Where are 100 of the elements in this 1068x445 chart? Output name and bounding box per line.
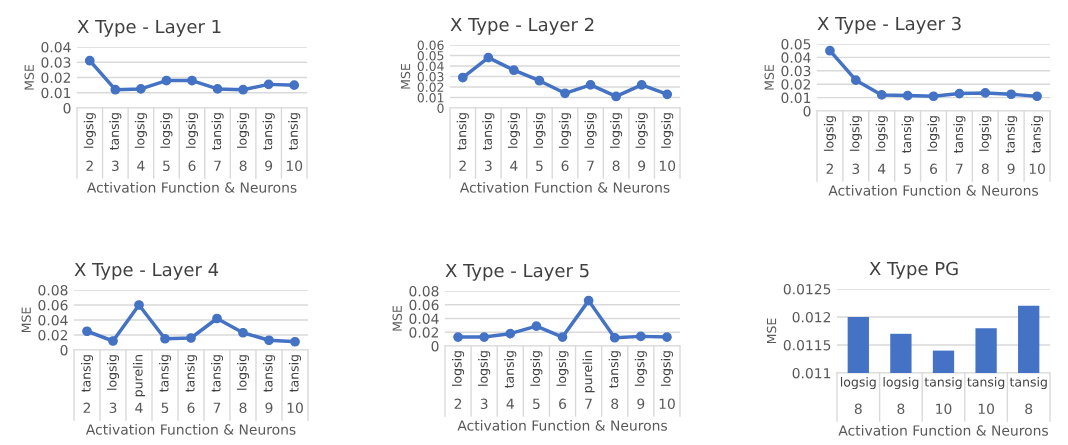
point bbox=[531, 321, 542, 331]
x-tick-label: logsig 6 bbox=[556, 351, 569, 410]
x-tick-label: tansig 3 bbox=[109, 113, 122, 172]
x-axis-title: Activation Function & Neurons bbox=[838, 425, 1048, 436]
y-tick-label: 0.05 bbox=[417, 51, 444, 61]
x-tick-label: logsig 8 bbox=[236, 355, 250, 414]
x-tick-label: logsig 6 bbox=[558, 113, 572, 172]
x-tick-label: logsig 7 bbox=[584, 113, 597, 171]
x-tick-label: logsig 4 bbox=[875, 116, 888, 174]
x-tick-label: logsig 4 bbox=[134, 113, 147, 171]
y-tick-label: 0.02 bbox=[781, 79, 811, 90]
x-tick-label: logsig 6 bbox=[927, 116, 940, 175]
point bbox=[635, 331, 646, 342]
x-tick-label: purelin 7 bbox=[582, 351, 595, 409]
point bbox=[263, 79, 274, 90]
y-tick-label: 0.06 bbox=[409, 299, 439, 311]
x-axis-title: Activation Function & Neurons bbox=[86, 182, 297, 193]
x-tick-label: logsig 4 bbox=[507, 113, 520, 171]
x-tick-label: tansig 7 bbox=[210, 355, 224, 413]
x-tick-label: tansig 2 bbox=[80, 355, 94, 413]
point bbox=[289, 80, 300, 90]
y-tick-label: 0.03 bbox=[41, 57, 71, 68]
x-tick-label: purelin 4 bbox=[132, 355, 146, 413]
y-tick-label: 0.04 bbox=[41, 41, 71, 53]
x-tick-label: logsig 2 bbox=[83, 113, 96, 171]
y-tick-label: 0.06 bbox=[417, 40, 444, 50]
x-tick-label: tansig 10 bbox=[924, 377, 962, 415]
point bbox=[136, 84, 146, 94]
point bbox=[110, 84, 121, 95]
y-tick-label: 0 bbox=[63, 102, 71, 114]
x-tick-label: logsig 5 bbox=[160, 113, 173, 172]
x-tick-label: tansig 5 bbox=[158, 355, 172, 414]
point bbox=[980, 88, 991, 98]
x-tick-label: tansig 10 bbox=[1029, 116, 1045, 175]
x-tick-label: logsig 6 bbox=[185, 113, 199, 172]
x-tick-label: tansig 9 bbox=[1005, 116, 1018, 175]
point bbox=[585, 80, 596, 90]
point bbox=[505, 328, 516, 339]
x-tick-label: tansig 10 bbox=[286, 113, 303, 172]
y-tick-label: 0.011 bbox=[792, 367, 831, 379]
chart-title: X Type - Layer 5 bbox=[445, 263, 589, 281]
chart-title: X Type - Layer 2 bbox=[450, 17, 594, 35]
x-tick-label: tansig 7 bbox=[211, 113, 224, 171]
x-tick-label: logsig 9 bbox=[634, 351, 647, 410]
y-axis-title: MSE bbox=[400, 63, 411, 89]
point bbox=[187, 75, 197, 86]
y-tick-label: 0.04 bbox=[38, 314, 68, 326]
point bbox=[82, 326, 92, 337]
point bbox=[290, 336, 300, 347]
chart-title: X Type PG bbox=[869, 261, 958, 279]
y-tick-label: 0 bbox=[803, 105, 811, 117]
chart-title: X Type - Layer 4 bbox=[74, 262, 219, 280]
point bbox=[84, 55, 95, 66]
x-tick-label: tansig 5 bbox=[901, 116, 914, 175]
x-tick-label: tansig 9 bbox=[262, 113, 275, 172]
y-tick-label: 0.04 bbox=[409, 313, 439, 324]
y-axis-title: MSE bbox=[766, 318, 777, 344]
point bbox=[825, 45, 835, 56]
y-tick-label: 0.0125 bbox=[783, 283, 831, 295]
point bbox=[457, 72, 468, 83]
x-tick-label: tansig 9 bbox=[262, 355, 276, 414]
y-tick-label: 0.012 bbox=[792, 311, 831, 323]
point bbox=[1006, 89, 1017, 100]
point bbox=[850, 75, 861, 86]
x-tick-label: tansig 8 bbox=[1009, 377, 1047, 415]
x-tick-label: logsig 8 bbox=[840, 377, 876, 415]
chart-title: X Type - Layer 1 bbox=[77, 19, 221, 37]
y-tick-label: 0.02 bbox=[41, 72, 71, 83]
y-tick-label: 0.02 bbox=[417, 82, 444, 92]
x-tick-label: tansig 2 bbox=[456, 113, 469, 171]
point bbox=[479, 332, 490, 342]
point bbox=[264, 335, 274, 346]
x-tick-label: logsig 10 bbox=[659, 113, 676, 172]
x-tick-label: logsig 8 bbox=[883, 377, 919, 415]
point bbox=[611, 91, 621, 102]
point bbox=[557, 332, 568, 342]
x-tick-label: tansig 4 bbox=[504, 351, 517, 409]
point bbox=[453, 332, 463, 342]
x-tick-label: tansig 10 bbox=[967, 377, 1005, 415]
y-tick-label: 0.02 bbox=[409, 327, 439, 338]
y-tick-label: 0 bbox=[60, 344, 68, 356]
x-tick-label: logsig 2 bbox=[823, 116, 836, 174]
y-tick-label: 0.08 bbox=[409, 285, 439, 297]
x-tick-label: logsig 8 bbox=[979, 116, 992, 175]
y-axis-title: MSE bbox=[392, 305, 402, 331]
y-tick-label: 0.04 bbox=[417, 61, 444, 71]
x-tick-label: tansig 8 bbox=[608, 351, 621, 410]
point bbox=[509, 65, 519, 76]
x-axis-title: Activation Function & Neurons bbox=[85, 424, 296, 435]
y-tick-label: 0 bbox=[431, 340, 439, 352]
x-tick-label: logsig 3 bbox=[849, 116, 862, 175]
point bbox=[902, 90, 913, 101]
point bbox=[134, 300, 144, 310]
y-tick-label: 0.04 bbox=[781, 52, 811, 63]
x-axis-title: Activation Function & Neurons bbox=[457, 420, 667, 431]
x-tick-label: tansig 3 bbox=[482, 113, 495, 172]
point bbox=[876, 90, 887, 100]
x-tick-label: logsig 2 bbox=[452, 351, 465, 409]
y-tick-label: 0.01 bbox=[41, 87, 71, 99]
y-tick-label: 0.03 bbox=[781, 65, 811, 77]
